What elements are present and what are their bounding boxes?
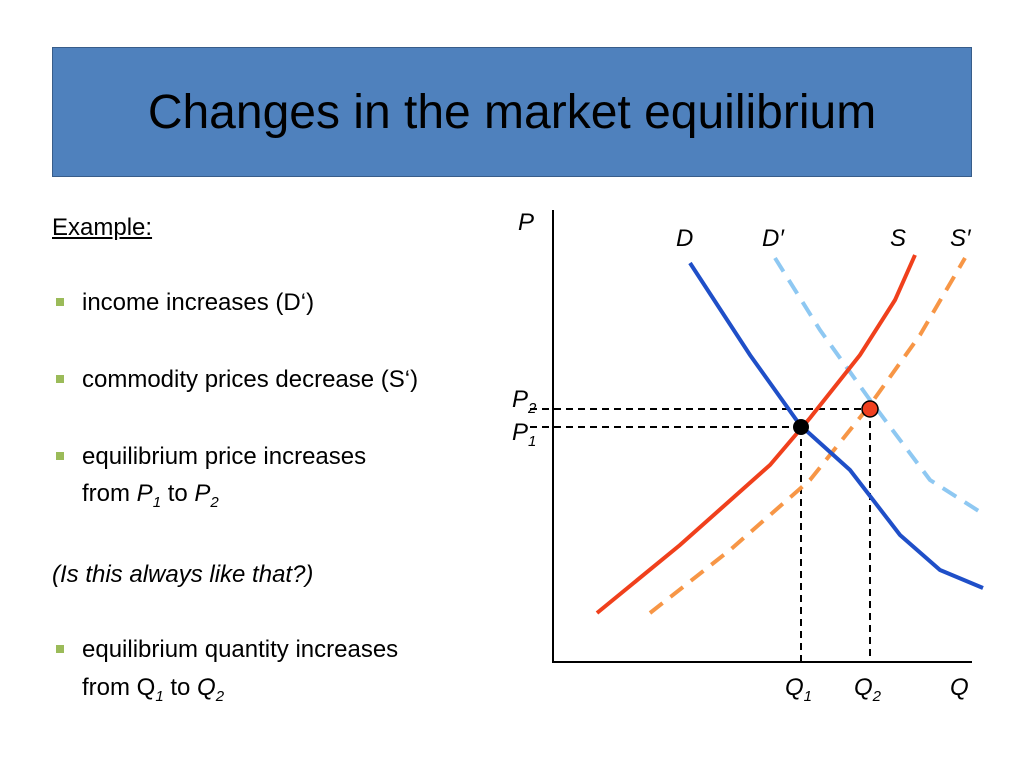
quantity-label: Q1 — [785, 674, 812, 705]
subscript: 2 — [215, 687, 225, 705]
text: P — [512, 419, 528, 446]
text: P — [512, 386, 528, 413]
bullet-marker — [56, 375, 64, 383]
bullet: commodity prices decrease (S‘) — [82, 366, 419, 393]
subscript: 2 — [527, 400, 537, 417]
axis-label: P — [518, 209, 534, 236]
supply-curve — [595, 254, 917, 615]
text: Q — [197, 674, 216, 701]
subscript: 1 — [528, 433, 536, 450]
text: to — [163, 674, 198, 701]
price-label: P2 — [512, 386, 537, 417]
bullet-marker — [56, 645, 64, 653]
bullet: equilibrium quantity increases — [82, 636, 399, 663]
demand-curve-shifted — [773, 256, 987, 517]
curve-label: S — [890, 225, 906, 252]
text: Q — [785, 674, 804, 701]
curve-label: S′ — [950, 225, 972, 252]
text: P — [136, 480, 153, 507]
example-label: Example: — [52, 214, 153, 241]
subscript: 2 — [210, 493, 219, 511]
slide-title: Changes in the market equilibrium — [52, 47, 972, 177]
axis-label: Q — [950, 674, 969, 701]
bullet-marker — [56, 452, 64, 460]
subscript: 1 — [152, 493, 162, 511]
bullet: equilibrium price increases — [82, 443, 367, 470]
price-label: P1 — [512, 419, 536, 450]
bullet: from P1 to P2 — [82, 476, 219, 521]
text: from — [82, 480, 137, 507]
text: from Q — [82, 674, 156, 701]
equilibrium-point — [793, 419, 809, 435]
equilibrium-point-new — [861, 400, 879, 418]
subscript: 2 — [872, 688, 882, 705]
subscript: 1 — [155, 687, 164, 705]
text: Q — [854, 674, 873, 701]
bullet: from Q1 to Q2 — [82, 670, 224, 715]
bullet: income increases (D‘) — [82, 289, 315, 316]
question: (Is this always like that?) — [52, 561, 314, 588]
demand-curve — [688, 261, 984, 590]
supply-curve-shifted — [648, 256, 967, 615]
subscript: 1 — [804, 688, 812, 705]
curve-label: D — [676, 225, 693, 252]
text: P — [194, 480, 211, 507]
quantity-label: Q2 — [854, 674, 882, 705]
curve-label: D′ — [762, 225, 785, 252]
bullet-marker — [56, 298, 64, 306]
text: to — [161, 480, 195, 507]
